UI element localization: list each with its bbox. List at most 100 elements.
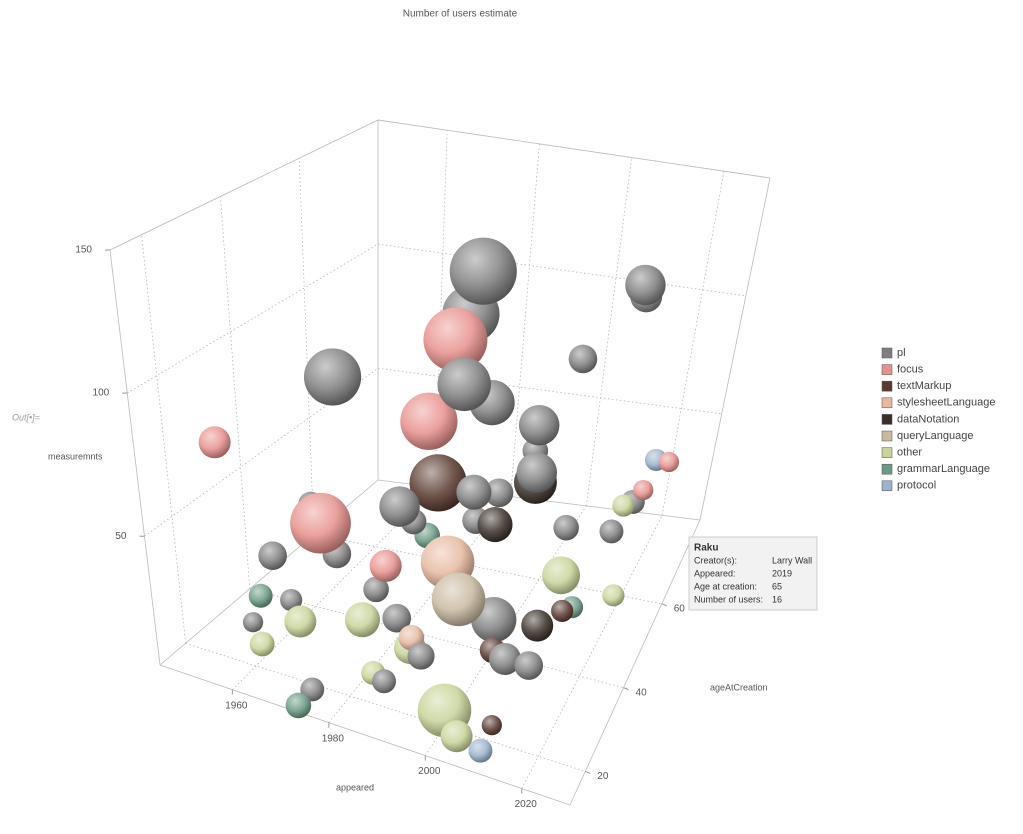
tooltip-value: 65 (772, 581, 782, 591)
bubble (431, 572, 486, 627)
bubble (280, 588, 303, 612)
grid-line (127, 243, 379, 394)
bubble (248, 583, 273, 608)
z-tick-label: 150 (75, 245, 92, 256)
bubble (379, 486, 420, 527)
grid-line (510, 143, 540, 497)
bubble (521, 609, 554, 642)
tooltip-key: Creator(s): (694, 555, 737, 565)
z-tick-label: 50 (115, 531, 127, 542)
bubble (481, 715, 502, 736)
legend-label: other (897, 447, 922, 459)
tooltip-value: 2019 (772, 568, 792, 578)
tooltip-value: 16 (772, 594, 782, 604)
x-tick-label: 1960 (225, 700, 248, 711)
bubble (518, 404, 560, 446)
grid-line (328, 496, 511, 723)
grid-line (521, 515, 663, 789)
legend-label: stylesheetLanguage (897, 397, 995, 409)
bubble (369, 549, 402, 582)
legend-label: focus (897, 364, 924, 376)
bubble (658, 451, 680, 473)
chart-title: Number of users estimate (403, 9, 518, 20)
y-tick-label: 60 (674, 603, 686, 614)
bubbles (198, 237, 680, 763)
tooltip-title: Raku (694, 543, 718, 554)
bubble (437, 357, 491, 412)
grid-line (586, 157, 632, 506)
bubble (488, 642, 521, 675)
tooltip-key: Age at creation: (694, 581, 757, 591)
legend: pl focus textMarkup stylesheetLanguage dataN… (881, 347, 995, 492)
tooltip-key: Number of users: (694, 594, 763, 604)
bubble (599, 519, 624, 544)
box-edge (377, 119, 771, 179)
legend-swatch (881, 397, 893, 409)
x-tick-label: 2000 (418, 766, 441, 777)
bubble (633, 479, 654, 501)
bubble (516, 452, 558, 493)
legend-label: textMarkup (897, 380, 951, 392)
bubble (258, 541, 287, 571)
bubble (553, 514, 579, 541)
tooltip-key: Appeared: (694, 568, 736, 578)
tooltip-value: Larry Wall (772, 555, 812, 565)
bubble (363, 576, 389, 603)
legend-swatch (881, 430, 893, 442)
legend-label: grammarLanguage (897, 463, 990, 475)
x-tick-label: 2020 (515, 799, 538, 810)
bubble (468, 738, 493, 763)
bubble (284, 605, 317, 638)
y-tick-label: 20 (597, 771, 609, 782)
bubble (198, 426, 231, 459)
y-tick-label: 40 (636, 687, 648, 698)
tick-mark (623, 687, 629, 691)
bubble (456, 474, 492, 510)
grid-line (377, 243, 746, 297)
bubble (409, 454, 467, 512)
z-tick-label: 100 (93, 388, 110, 399)
x-tick-label: 1980 (322, 733, 345, 744)
bubble (303, 348, 362, 406)
bubble (477, 507, 513, 543)
bubble (440, 720, 473, 753)
legend-swatch (881, 347, 893, 359)
box-edge (109, 119, 379, 251)
bubble (602, 584, 625, 607)
out-label: Out[•]= (12, 412, 40, 422)
legend-label: protocol (897, 480, 936, 492)
bubble (568, 344, 598, 374)
tooltip-rows: Creator(s): Larry Wall Appeared: 2019 Age at… (694, 555, 812, 604)
bubble (542, 556, 581, 595)
bubble (285, 692, 312, 719)
grid-line (141, 234, 186, 644)
bubble (423, 307, 488, 372)
legend-swatch (881, 380, 893, 392)
tooltip-box (688, 536, 818, 611)
legend-swatch (881, 447, 893, 458)
legend-label: queryLanguage (897, 430, 973, 442)
bubble (407, 642, 435, 670)
bubble (372, 669, 397, 694)
bubble (449, 237, 517, 305)
bubble (612, 494, 635, 517)
bubble (400, 392, 458, 450)
box-edge (699, 177, 771, 521)
bubble (625, 264, 666, 306)
bubble (484, 478, 514, 508)
z-axis-label: measuremnts (48, 451, 103, 461)
bubble (344, 602, 380, 638)
grid-line (313, 534, 662, 605)
tick-mark (585, 771, 591, 774)
bubble (290, 492, 351, 554)
legend-swatch (881, 463, 893, 475)
grid-line (298, 158, 315, 535)
bubble (551, 599, 574, 623)
bubble (514, 651, 544, 680)
x-axis-label: appeared (336, 782, 374, 792)
y-axis-label: ageAtCreation (710, 682, 768, 692)
bubble (242, 612, 264, 633)
